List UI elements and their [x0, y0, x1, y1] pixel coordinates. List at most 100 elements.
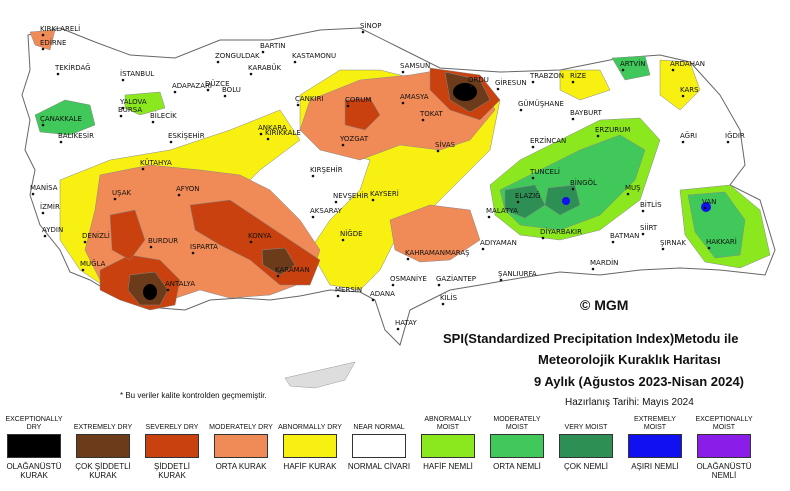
zone-exceptionally-dry-ordu [453, 83, 477, 101]
city-dot [249, 72, 253, 76]
legend-item: VERY MOIST ÇOK NEMLİ [554, 414, 618, 471]
city-dot [661, 247, 665, 251]
zone-abnormally-dry-ne2 [559, 69, 611, 101]
legend-turkish-label: ÇOK ŞİDDETLİ KURAK [75, 462, 131, 480]
city-dot [531, 80, 535, 84]
city-label: KÜTAHYA [140, 158, 172, 167]
legend-english-label: NEAR NORMAL [353, 424, 405, 431]
city-label: ZONGULDAK [215, 52, 260, 60]
city-dot [499, 278, 503, 282]
city-label: HATAY [395, 319, 417, 327]
city-dot [41, 211, 45, 215]
city-dot [391, 283, 395, 287]
city-dot [216, 60, 220, 64]
city-dot [641, 209, 645, 213]
legend-swatch [145, 434, 199, 458]
title-line-3: 9 Aylık (Ağustos 2023-Nisan 2024) [534, 374, 745, 389]
city-dot [341, 143, 345, 147]
city-label: ISPARTA [190, 243, 218, 251]
city-label: ÇORUM [345, 96, 371, 104]
city-label: ANKARA [258, 124, 287, 132]
zone-extremely-moist-hakkari [701, 202, 711, 212]
city-label: KIRKLARELİ [40, 24, 80, 33]
city-dot [169, 140, 173, 144]
title-line-2: Meteorolojik Kuraklık Haritası [538, 352, 721, 367]
city-dot [541, 236, 545, 240]
city-label: BATMAN [610, 232, 639, 240]
city-dot [177, 193, 181, 197]
city-dot [621, 68, 625, 72]
city-label: KIRIKKALE [265, 129, 301, 137]
city-dot [596, 134, 600, 138]
legend-swatch [76, 434, 130, 458]
legend-swatch [352, 434, 406, 458]
city-dot [571, 187, 575, 191]
legend-turkish-label: HAFİF KURAK [283, 462, 337, 471]
zone-moist-canakkale [34, 99, 96, 136]
city-label: UŞAK [112, 189, 131, 197]
legend-swatch [421, 434, 475, 458]
city-dot [151, 120, 155, 124]
city-label: SİNOP [360, 21, 381, 30]
legend-english-label: ABNORMALLY DRY [278, 424, 342, 431]
city-label: AKSARAY [310, 207, 343, 215]
city-label: ERZİNCAN [530, 136, 566, 145]
city-label: KİLİS [440, 293, 458, 302]
city-label: DİYARBAKIR [540, 227, 582, 236]
prepared-date: Hazırlanış Tarihi: Mayıs 2024 [565, 397, 694, 408]
cyprus-outline [284, 361, 356, 389]
legend: EXCEPTIONALLY DRY OLAĞANÜSTÜ KURAK EXTREME… [0, 414, 790, 491]
city-dot [81, 268, 85, 272]
city-dot [31, 192, 35, 196]
city-dot [371, 198, 375, 202]
legend-swatch [628, 434, 682, 458]
city-dot [43, 234, 47, 238]
city-dot [59, 140, 63, 144]
city-label: ORDU [468, 76, 489, 84]
city-label: TEKİRDAĞ [54, 63, 91, 72]
city-label: RİZE [570, 71, 586, 80]
city-labels: KIRKLARELİ EDİRNE TEKİRDAĞ İSTANBUL ÇANAKKAL… [30, 21, 745, 331]
city-label: YALOVA [119, 98, 147, 106]
zone-severely-dry-denizli [109, 209, 146, 261]
legend-english-label: EXTREMELY MOIST [634, 416, 676, 431]
zone-moderately-dry-south [389, 204, 481, 263]
city-label: NEVŞEHİR [333, 191, 369, 200]
zone-moist-yalova [124, 91, 166, 116]
city-dot [571, 80, 575, 84]
legend-turkish-label: HAFİF NEMLİ [423, 462, 473, 471]
legend-item: ABNORMALLY MOIST HAFİF NEMLİ [416, 414, 480, 471]
city-label: MARDİN [590, 258, 618, 267]
city-label: ADAPAZARI [172, 82, 212, 90]
city-label: KARABÜK [248, 63, 282, 72]
city-label: KONYA [248, 232, 272, 240]
city-label: ARTVİN [620, 59, 646, 68]
city-label: IĞDIR [725, 131, 745, 140]
city-dot [516, 200, 520, 204]
city-dot [361, 30, 365, 34]
city-label: GÜMÜŞHANE [518, 99, 564, 108]
city-label: HAKKARİ [706, 237, 737, 246]
city-label: BARTIN [260, 42, 286, 50]
zone-extremely-dry-karaman [261, 247, 296, 276]
city-dot [346, 104, 350, 108]
city-dot [119, 114, 123, 118]
zone-extremely-moist-bingol [562, 197, 570, 205]
city-dot [707, 246, 711, 250]
city-label: AĞRI [680, 131, 697, 140]
city-dot [469, 84, 473, 88]
city-label: YOZGAT [339, 135, 369, 143]
city-dot [249, 240, 253, 244]
zone-severely-dry-corum [344, 97, 381, 131]
city-label: KASTAMONU [292, 52, 336, 60]
city-label: VAN [702, 198, 716, 206]
legend-item: EXCEPTIONALLY DRY OLAĞANÜSTÜ KURAK [2, 414, 66, 480]
city-dot [421, 118, 425, 122]
city-dot [166, 288, 170, 292]
city-dot [406, 257, 410, 261]
city-label: MANİSA [30, 183, 58, 192]
city-label: ŞIRNAK [660, 239, 686, 247]
legend-swatch [490, 434, 544, 458]
city-label: OSMANİYE [390, 274, 427, 283]
quality-note: * Bu veriler kalite kontrolden geçmemişt… [120, 391, 267, 400]
